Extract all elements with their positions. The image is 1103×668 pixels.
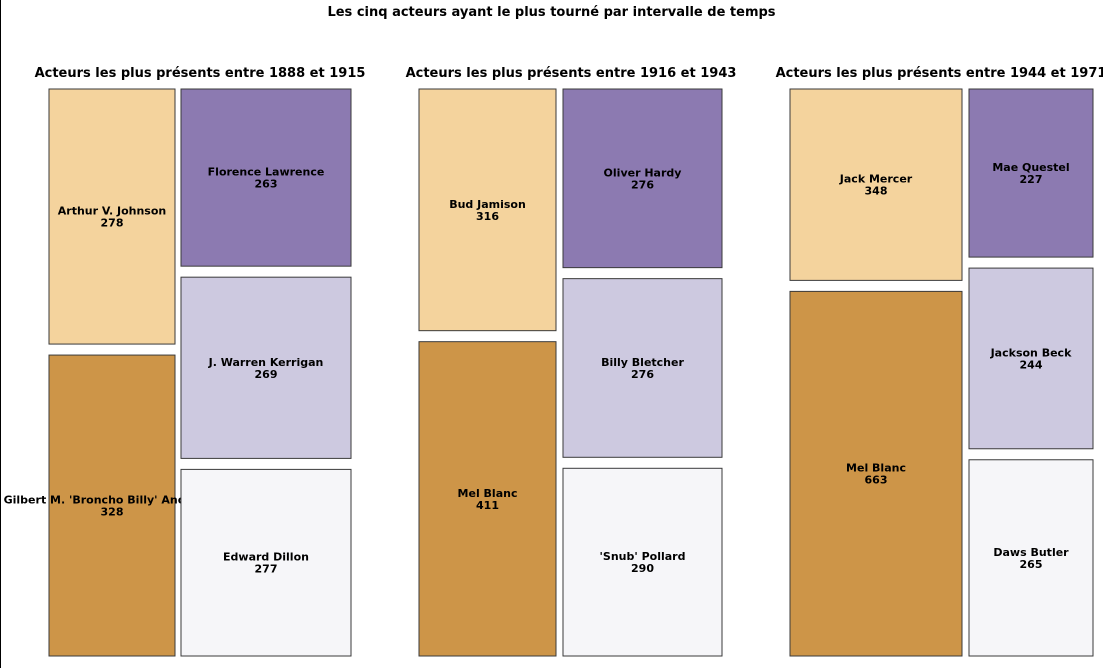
tile-name-label: Billy Bletcher [601, 356, 684, 369]
tile-value-label: 265 [1020, 558, 1043, 571]
tile-value-label: 263 [255, 178, 278, 191]
tile-value-label: 290 [631, 562, 654, 575]
panel-title: Acteurs les plus présents entre 1916 et … [406, 66, 737, 81]
treemap-tile [418, 341, 557, 657]
tile-value-label: 244 [1020, 358, 1043, 371]
treemap-tile [789, 290, 963, 657]
treemap-tile [968, 459, 1094, 657]
tile-value-label: 348 [865, 185, 888, 198]
tile-name-label: J. Warren Kerrigan [208, 356, 324, 369]
tile-name-label: Bud Jamison [449, 198, 526, 211]
tile-value-label: 269 [255, 368, 278, 381]
tile-name-label: Mel Blanc [846, 462, 906, 475]
treemap-tile [562, 467, 723, 657]
tile-value-label: 278 [101, 217, 124, 230]
tile-name-label: 'Snub' Pollard [600, 550, 686, 563]
treemap-tile [562, 278, 723, 458]
tile-value-label: 276 [631, 368, 654, 381]
treemap-tile [48, 354, 176, 657]
tile-value-label: 316 [476, 210, 499, 223]
treemap-tile [562, 88, 723, 269]
tile-name-label: Florence Lawrence [208, 166, 325, 179]
treemap-panel-3: Acteurs les plus présents entre 1944 et … [776, 66, 1103, 657]
tile-value-label: 328 [101, 506, 124, 519]
tile-name-label: Arthur V. Johnson [58, 205, 166, 218]
tile-name-label: Mel Blanc [458, 487, 518, 500]
figure-left-border [0, 0, 1, 668]
treemap-tile [180, 468, 352, 657]
panel-title: Acteurs les plus présents entre 1888 et … [35, 66, 366, 81]
treemap-panel-1: Acteurs les plus présents entre 1888 et … [4, 66, 366, 657]
treemap-tile [48, 88, 176, 345]
treemap-tile [180, 88, 352, 267]
tile-name-label: Jack Mercer [839, 173, 913, 186]
tile-name-label: Oliver Hardy [604, 166, 682, 179]
treemap-tile [968, 267, 1094, 450]
chart-main-title: Les cinq acteurs ayant le plus tourné pa… [327, 5, 776, 20]
treemap-tile [180, 276, 352, 459]
treemap-tile [418, 88, 557, 332]
tile-name-label: Gilbert M. 'Broncho Billy' Anderson [4, 494, 221, 507]
tile-name-label: Jackson Beck [990, 346, 1072, 359]
treemap-panel-2: Acteurs les plus présents entre 1916 et … [406, 66, 737, 657]
tile-name-label: Daws Butler [993, 546, 1069, 559]
treemap-tile [789, 88, 963, 281]
tile-value-label: 663 [865, 474, 888, 487]
tile-value-label: 277 [255, 563, 278, 576]
treemap-tile [968, 88, 1094, 258]
tile-name-label: Edward Dillon [223, 551, 309, 564]
tile-value-label: 411 [476, 499, 499, 512]
tile-value-label: 227 [1020, 173, 1043, 186]
tile-name-label: Mae Questel [992, 161, 1069, 174]
tile-value-label: 276 [631, 178, 654, 191]
panel-title: Acteurs les plus présents entre 1944 et … [776, 66, 1103, 81]
